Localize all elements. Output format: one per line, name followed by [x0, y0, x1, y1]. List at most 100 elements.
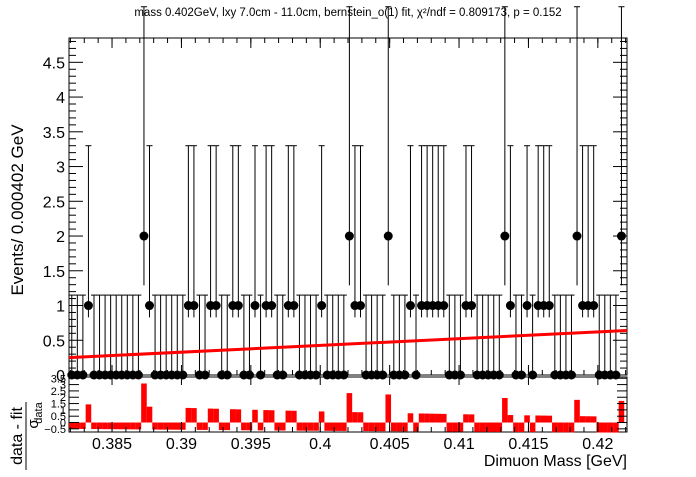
x-tick-label: 0.405 [370, 436, 410, 453]
data-point [566, 370, 576, 380]
x-tick-label: 0.41 [443, 436, 474, 453]
x-axis-label: Dimuon Mass [GeV] [484, 453, 627, 470]
pull-bar [268, 410, 275, 423]
pull-bar [429, 413, 436, 423]
pull-bar [435, 413, 442, 423]
pull-bar [124, 422, 131, 430]
data-point [222, 370, 232, 380]
pull-y-tick-label: 1.5 [51, 399, 66, 411]
data-point [400, 370, 410, 380]
pull-bar [341, 422, 347, 431]
pull-bar [152, 422, 158, 430]
pull-bar [163, 422, 169, 430]
pull-y-tick-label: 0.5 [51, 411, 66, 423]
pull-bar [363, 422, 369, 432]
pull-bar [141, 383, 147, 423]
pull-bar [479, 422, 486, 432]
pull-bar [402, 422, 408, 432]
pull-bars [68, 383, 625, 433]
pull-bar [324, 422, 330, 431]
pull-bar [168, 422, 175, 430]
pull-y-axis-label: data - fit σ data [9, 401, 45, 470]
data-point [244, 370, 254, 380]
y-tick-label: 2.5 [43, 194, 65, 211]
pull-bar [263, 410, 269, 423]
data-point [256, 370, 266, 380]
pull-bar [568, 422, 575, 433]
pull-bar [590, 416, 597, 423]
pull-bar [352, 412, 358, 423]
data-point [78, 370, 88, 380]
data-point [411, 370, 421, 380]
y-tick-label: 4 [56, 90, 65, 107]
pull-bar [80, 422, 86, 429]
x-tick-label: 0.395 [231, 436, 271, 453]
pull-bar [296, 422, 303, 431]
data-point [455, 370, 465, 380]
pull-label-subscript: data [33, 401, 45, 423]
data-point [211, 301, 221, 311]
data-point [572, 231, 582, 241]
data-point [378, 370, 388, 380]
pull-bar [74, 422, 81, 429]
data-point [317, 301, 327, 311]
data-point [616, 231, 626, 241]
data-point [311, 370, 321, 380]
pull-bar [329, 422, 336, 431]
pull-y-tick-label: −0.5 [44, 424, 66, 436]
pull-bar [85, 404, 92, 423]
pull-bar [146, 406, 153, 423]
y-tick-label: 1.5 [43, 264, 65, 281]
main-axis-ticks: 0 0.5 1 1.5 2 2.5 3 3.5 4 4.5 [43, 38, 627, 385]
pull-bar [418, 413, 425, 423]
data-point [344, 231, 354, 241]
data-point [145, 301, 155, 311]
pull-bar [407, 413, 414, 423]
pull-bar [335, 422, 342, 431]
pull-bar [440, 413, 447, 423]
data-point [505, 301, 515, 311]
pull-bar [518, 422, 525, 433]
pull-bar [563, 422, 569, 433]
pull-y-tick-label: 2.5 [51, 386, 66, 398]
pull-bar [252, 409, 258, 423]
data-point [83, 301, 93, 311]
data-point [289, 301, 299, 311]
data-point [467, 301, 477, 311]
pull-bar [490, 422, 497, 432]
pull-bar [529, 422, 536, 433]
pull-bar [602, 422, 608, 433]
pull-bar [513, 422, 519, 432]
pull-bar [230, 409, 236, 423]
x-tick-label: 0.39 [166, 436, 197, 453]
pull-bar [557, 422, 564, 433]
error-bars [68, 6, 625, 376]
pull-bar [257, 422, 264, 431]
pull-y-tick-label: 0 [60, 418, 66, 430]
pull-bar [452, 422, 458, 432]
y-tick-label: 0 [56, 368, 65, 385]
data-point [233, 301, 243, 311]
pull-bar [196, 422, 203, 430]
pull-bar [546, 415, 553, 423]
pull-bar [502, 397, 508, 423]
pull-bar [396, 422, 403, 432]
pull-bar [618, 400, 625, 423]
x-tick-label: 0.42 [582, 436, 613, 453]
data-point [250, 301, 260, 311]
data-point [200, 370, 210, 380]
pull-bar [96, 422, 103, 430]
pull-bar [174, 422, 181, 430]
y-tick-label: 1 [56, 299, 65, 316]
pull-bar [118, 422, 125, 430]
pull-bar [235, 409, 242, 423]
pull-bar [207, 408, 214, 423]
pull-bar [285, 410, 292, 423]
pull-bar [318, 411, 325, 423]
pull-label-sigma: σ [25, 419, 42, 429]
pull-bar [574, 399, 580, 423]
pull-y-tick-label: 3.5 [51, 373, 66, 385]
y-axis-label: Events/ 0.000402 GeV [8, 124, 27, 296]
